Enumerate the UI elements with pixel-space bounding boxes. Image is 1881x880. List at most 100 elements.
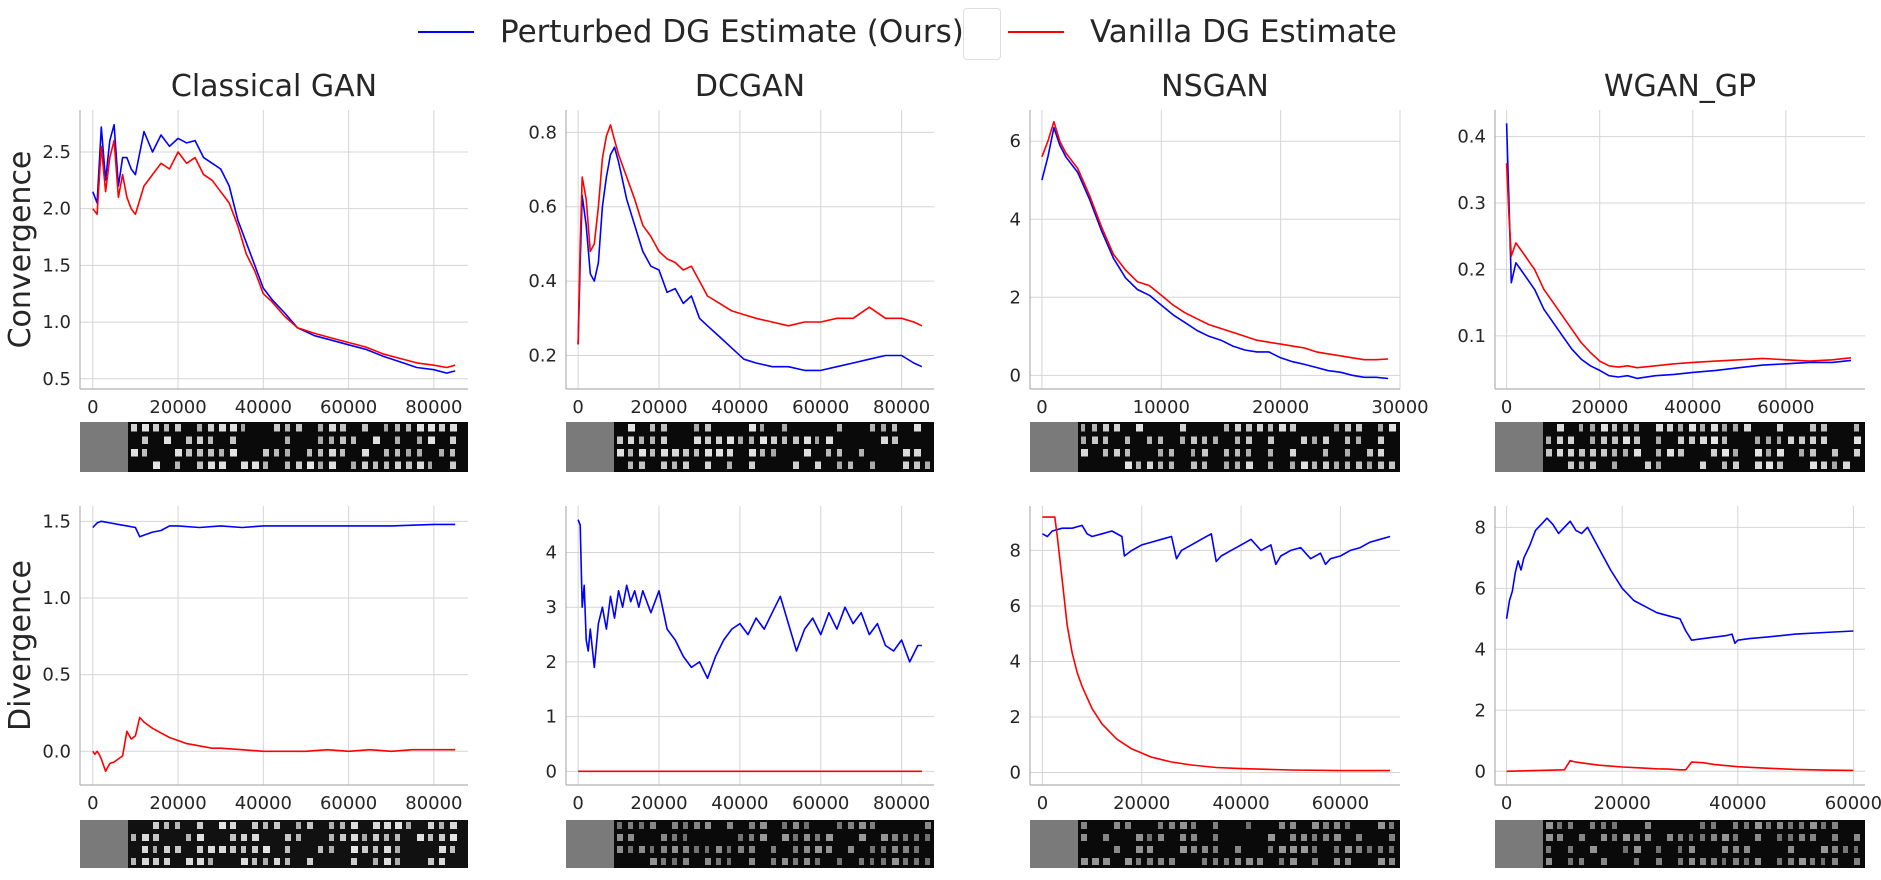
sample-digit	[1568, 858, 1573, 865]
sample-digit	[815, 436, 819, 444]
sample-digit	[351, 436, 356, 444]
series-line-vanilla	[92, 716, 456, 773]
sample-digit	[1788, 822, 1793, 829]
sample-digit	[848, 846, 854, 853]
sample-digit	[1843, 461, 1850, 469]
sample-digit	[1810, 424, 1816, 432]
sample-digit	[1279, 822, 1285, 829]
sample-digit	[1312, 846, 1317, 853]
sample-digit	[395, 436, 400, 444]
sample-digit	[351, 834, 358, 841]
sample-digit	[230, 436, 236, 444]
sample-digit	[274, 424, 280, 432]
sample-digit	[384, 461, 389, 469]
series-line-perturbed	[1041, 126, 1389, 380]
sample-digit	[1777, 449, 1784, 457]
sample-digit	[1235, 846, 1241, 853]
sample-digit	[1854, 449, 1860, 457]
sample-digit	[406, 424, 411, 432]
sample-digit	[450, 436, 456, 444]
sample-digit	[1788, 834, 1793, 841]
sample-noise-block	[80, 422, 128, 472]
sample-digit	[1389, 461, 1395, 469]
sample-digit	[318, 449, 323, 457]
y-tick-label: 0	[1475, 761, 1486, 782]
sample-digit	[153, 846, 157, 853]
sample-digit	[1125, 449, 1130, 457]
sample-digit	[639, 846, 645, 853]
chart-title: DCGAN	[695, 69, 805, 104]
sample-digit	[1810, 436, 1816, 444]
series-line-vanilla	[92, 139, 456, 369]
sample-digit	[1722, 424, 1727, 432]
sample-digit	[1733, 822, 1738, 829]
sample-digit	[329, 424, 336, 432]
sample-digit	[197, 449, 203, 457]
sample-digit	[1799, 858, 1806, 865]
sample-digit	[661, 449, 668, 457]
x-tick-label: 0	[572, 397, 583, 418]
sample-digit	[771, 449, 776, 457]
sample-digit	[1191, 822, 1196, 829]
sample-digit	[1356, 461, 1362, 469]
sample-digit	[1810, 858, 1815, 865]
x-tick-label: 0	[1501, 793, 1512, 814]
sample-digit	[903, 834, 908, 841]
sample-digit	[1202, 436, 1207, 444]
sample-digit	[1301, 436, 1307, 444]
sample-digit	[1235, 461, 1240, 469]
sample-digit	[1645, 834, 1651, 841]
sample-digit	[793, 436, 799, 444]
sample-digit	[1389, 846, 1394, 853]
sample-digit	[1590, 846, 1597, 853]
sample-digit	[1103, 436, 1108, 444]
sample-digit	[1378, 436, 1384, 444]
sample-digit	[1125, 822, 1131, 829]
sample-digit	[683, 846, 689, 853]
sample-digit	[241, 846, 246, 853]
sample-digit	[1634, 449, 1641, 457]
sample-digit	[1744, 858, 1749, 865]
sample-digit	[263, 461, 268, 469]
sample-digit	[815, 834, 820, 841]
sample-digit	[1235, 436, 1240, 444]
sample-digit	[384, 834, 389, 841]
sample-digit	[241, 834, 247, 841]
sample-digit	[1323, 834, 1329, 841]
sample-digit	[1821, 858, 1825, 865]
sample-digit	[617, 449, 624, 457]
sample-digit	[285, 461, 290, 469]
sample-digit	[1180, 424, 1186, 432]
sample-digit	[1389, 858, 1395, 865]
x-tick-label: 60000	[320, 793, 377, 814]
sample-digit	[1268, 834, 1275, 841]
sample-digit	[428, 822, 434, 829]
sample-digit	[197, 436, 203, 444]
sample-digit	[395, 822, 402, 829]
sample-digit	[1689, 858, 1695, 865]
sample-digit	[617, 436, 623, 444]
sample-digit	[219, 846, 226, 853]
sample-digit	[428, 834, 433, 841]
sample-digit	[1722, 846, 1728, 853]
sample-digit	[1081, 424, 1085, 432]
sample-digit	[1546, 846, 1551, 853]
sample-digit	[870, 424, 875, 432]
sample-digit	[694, 424, 699, 432]
sample-digit	[1081, 436, 1086, 444]
sample-digit	[219, 449, 224, 457]
y-tick-label: 4	[1010, 209, 1021, 230]
sample-digit	[351, 461, 356, 469]
sample-digit	[727, 461, 732, 469]
sample-digit	[1711, 449, 1717, 457]
sample-digit	[329, 461, 336, 469]
y-tick-label: 1	[546, 707, 557, 728]
sample-digit	[450, 424, 457, 432]
sample-digit	[661, 436, 667, 444]
sample-digit	[1744, 846, 1750, 853]
sample-digit	[1191, 449, 1195, 457]
sample-digit	[285, 858, 290, 865]
sample-digit	[1081, 822, 1087, 829]
sample-images-strip	[1495, 820, 1865, 868]
sample-digit	[406, 461, 412, 469]
